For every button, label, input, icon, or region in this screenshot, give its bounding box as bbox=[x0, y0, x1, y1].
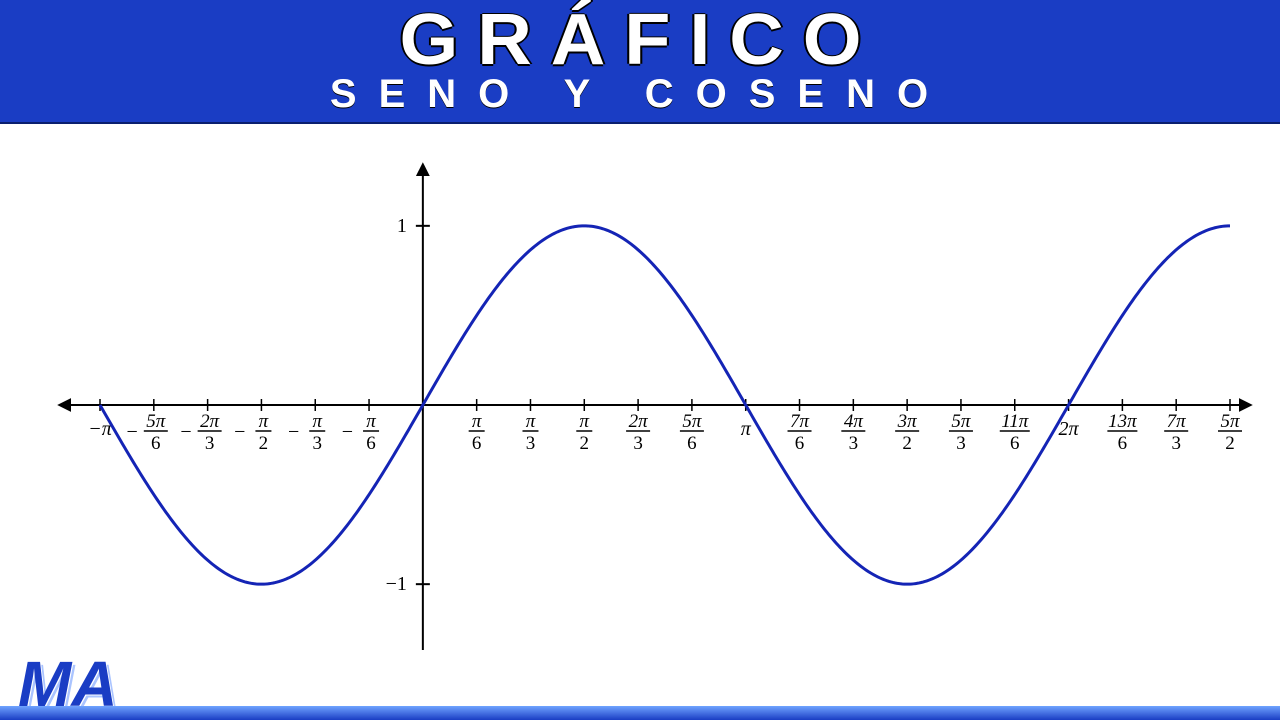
svg-text:−1: −1 bbox=[386, 573, 407, 595]
svg-text:4π: 4π bbox=[844, 411, 864, 432]
svg-text:3π: 3π bbox=[897, 411, 918, 432]
svg-text:2: 2 bbox=[902, 433, 912, 454]
svg-text:π: π bbox=[472, 411, 482, 432]
svg-text:π: π bbox=[526, 411, 536, 432]
svg-text:−: − bbox=[288, 421, 299, 443]
title-main: GRÁFICO bbox=[0, 4, 1280, 76]
svg-text:π: π bbox=[312, 411, 322, 432]
svg-text:5π: 5π bbox=[1220, 411, 1240, 432]
svg-text:6: 6 bbox=[1118, 433, 1128, 454]
footer: MA MATEMATICASPROFEALEX.COM CLASES DE MA… bbox=[0, 670, 1280, 720]
logo-ma: MA bbox=[18, 659, 118, 710]
svg-text:5π: 5π bbox=[146, 411, 166, 432]
svg-text:1: 1 bbox=[397, 215, 407, 237]
svg-text:−: − bbox=[342, 421, 353, 443]
svg-text:7π: 7π bbox=[1167, 411, 1187, 432]
svg-text:11π: 11π bbox=[1001, 411, 1029, 432]
svg-text:6: 6 bbox=[687, 433, 697, 454]
svg-text:5π: 5π bbox=[682, 411, 702, 432]
svg-text:2: 2 bbox=[580, 433, 590, 454]
svg-text:2π: 2π bbox=[200, 411, 220, 432]
svg-text:−: − bbox=[180, 421, 191, 443]
header-banner: GRÁFICO SENO Y COSENO bbox=[0, 0, 1280, 124]
chart-area: −11−π−5π6−2π3−π2−π3−π6π6π3π22π35π6π7π64π… bbox=[0, 150, 1280, 670]
svg-text:6: 6 bbox=[1010, 433, 1020, 454]
svg-text:3: 3 bbox=[526, 433, 536, 454]
svg-text:5π: 5π bbox=[951, 411, 971, 432]
svg-text:2: 2 bbox=[259, 433, 269, 454]
svg-text:2π: 2π bbox=[629, 411, 649, 432]
svg-text:2π: 2π bbox=[1059, 418, 1080, 440]
svg-text:6: 6 bbox=[366, 433, 376, 454]
svg-text:6: 6 bbox=[151, 433, 161, 454]
svg-text:3: 3 bbox=[956, 433, 966, 454]
svg-text:3: 3 bbox=[633, 433, 643, 454]
svg-text:−: − bbox=[127, 421, 138, 443]
footer-bar bbox=[0, 706, 1280, 720]
title-sub: SENO Y COSENO bbox=[0, 74, 1280, 114]
svg-text:−: − bbox=[234, 421, 245, 443]
svg-text:3: 3 bbox=[312, 433, 322, 454]
svg-text:6: 6 bbox=[472, 433, 482, 454]
svg-text:6: 6 bbox=[795, 433, 805, 454]
svg-text:13π: 13π bbox=[1108, 411, 1137, 432]
svg-text:3: 3 bbox=[205, 433, 215, 454]
svg-text:π: π bbox=[259, 411, 269, 432]
svg-text:π: π bbox=[741, 418, 752, 440]
svg-text:3: 3 bbox=[849, 433, 859, 454]
svg-text:π: π bbox=[366, 411, 376, 432]
svg-text:3: 3 bbox=[1171, 433, 1181, 454]
svg-text:2: 2 bbox=[1225, 433, 1235, 454]
sine-chart: −11−π−5π6−2π3−π2−π3−π6π6π3π22π35π6π7π64π… bbox=[0, 150, 1280, 670]
svg-text:π: π bbox=[580, 411, 590, 432]
svg-text:7π: 7π bbox=[790, 411, 810, 432]
